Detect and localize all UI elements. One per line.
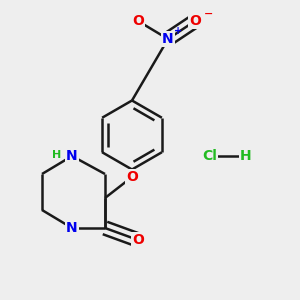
Text: H: H [240,149,252,163]
Text: O: O [132,14,144,28]
Text: N: N [162,32,174,46]
Text: Cl: Cl [202,149,217,163]
Text: O: O [189,14,201,28]
Text: H: H [52,149,62,160]
Text: N: N [66,221,78,235]
Text: N: N [66,149,78,163]
Text: +: + [174,26,183,37]
Text: O: O [126,170,138,184]
Text: −: − [204,8,213,19]
Text: O: O [132,233,144,247]
